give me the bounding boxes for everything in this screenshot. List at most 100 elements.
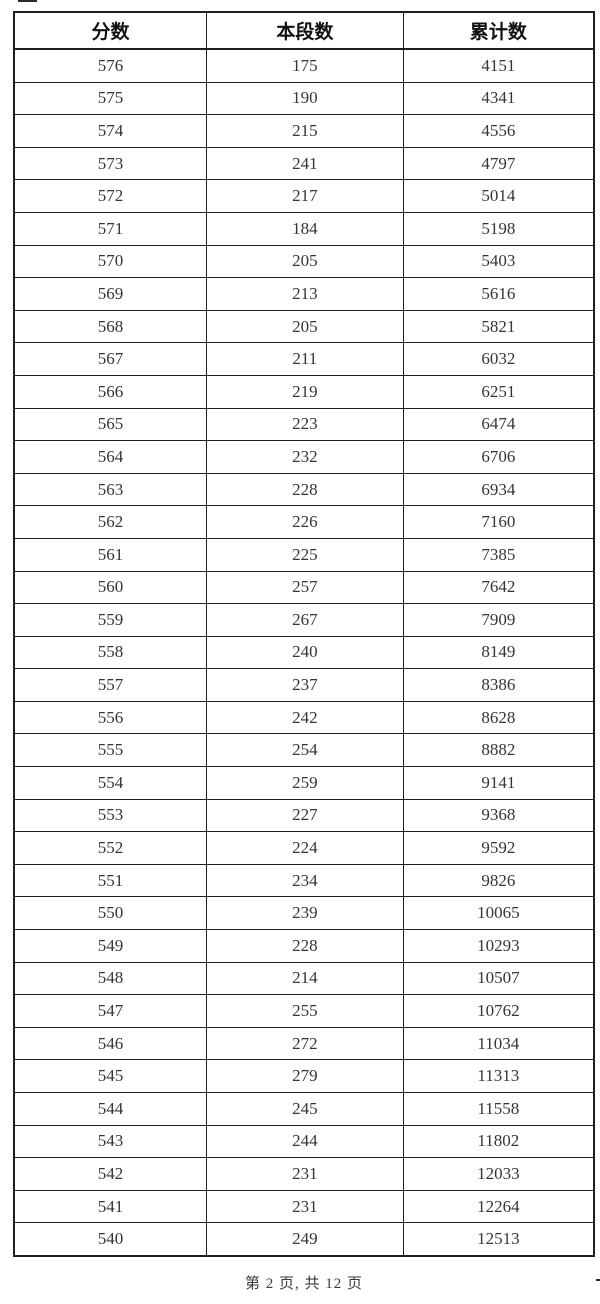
table-cell: 558 bbox=[13, 635, 208, 670]
table-cell: 555 bbox=[13, 733, 208, 768]
table-cell: 279 bbox=[206, 1059, 404, 1093]
table-cell: 564 bbox=[13, 440, 208, 474]
table-cell: 226 bbox=[206, 505, 404, 539]
table-cell: 10507 bbox=[402, 961, 595, 996]
table-cell: 4151 bbox=[402, 48, 595, 83]
table-cell: 568 bbox=[13, 309, 208, 344]
table-cell: 574 bbox=[13, 114, 208, 148]
table-cell: 549 bbox=[13, 929, 208, 963]
table-cell: 556 bbox=[13, 700, 208, 735]
table-cell: 4797 bbox=[402, 146, 595, 181]
table-cell: 231 bbox=[206, 1189, 404, 1224]
table-cell: 228 bbox=[206, 472, 404, 507]
crop-artifact-right-edge bbox=[596, 1279, 600, 1281]
table-row: 565 223 6474 bbox=[13, 407, 595, 442]
table-cell: 213 bbox=[206, 277, 404, 311]
table-row: 569 213 5616 bbox=[13, 277, 595, 311]
table-cell: 569 bbox=[13, 277, 208, 311]
table-row: 553 227 9368 bbox=[13, 798, 595, 833]
table-row: 554 259 9141 bbox=[13, 766, 595, 800]
table-cell: 239 bbox=[206, 896, 404, 931]
column-header-score: 分数 bbox=[13, 11, 208, 50]
table-cell: 214 bbox=[206, 961, 404, 996]
table-cell: 255 bbox=[206, 994, 404, 1028]
table-cell: 552 bbox=[13, 831, 208, 865]
table-cell: 234 bbox=[206, 863, 404, 898]
table-cell: 9826 bbox=[402, 863, 595, 898]
table-row: 551 234 9826 bbox=[13, 863, 595, 898]
table-cell: 559 bbox=[13, 603, 208, 637]
table-row: 576 175 4151 bbox=[13, 48, 595, 83]
table-cell: 11558 bbox=[402, 1092, 595, 1126]
table-cell: 557 bbox=[13, 668, 208, 702]
table-cell: 11802 bbox=[402, 1124, 595, 1159]
table-cell: 560 bbox=[13, 570, 208, 605]
table-row: 558 240 8149 bbox=[13, 635, 595, 670]
table-cell: 567 bbox=[13, 342, 208, 376]
table-cell: 8882 bbox=[402, 733, 595, 768]
table-cell: 219 bbox=[206, 374, 404, 409]
crop-artifact-top-left bbox=[18, 0, 37, 2]
table-cell: 9368 bbox=[402, 798, 595, 833]
table-cell: 548 bbox=[13, 961, 208, 996]
table-row: 544 245 11558 bbox=[13, 1092, 595, 1126]
table-row: 555 254 8882 bbox=[13, 733, 595, 768]
table-cell: 540 bbox=[13, 1222, 208, 1257]
table-row: 573 241 4797 bbox=[13, 146, 595, 181]
table-cell: 9141 bbox=[402, 766, 595, 800]
table-cell: 543 bbox=[13, 1124, 208, 1159]
page-number-footer: 第 2 页, 共 12 页 bbox=[244, 1276, 363, 1292]
table-cell: 242 bbox=[206, 700, 404, 735]
table-cell: 566 bbox=[13, 374, 208, 409]
table-row: 570 205 5403 bbox=[13, 244, 595, 279]
table-cell: 6934 bbox=[402, 472, 595, 507]
table-row: 546 272 11034 bbox=[13, 1026, 595, 1061]
table-row: 572 217 5014 bbox=[13, 179, 595, 213]
table-row: 540 249 12513 bbox=[13, 1222, 595, 1257]
table-cell: 232 bbox=[206, 440, 404, 474]
table-row: 571 184 5198 bbox=[13, 211, 595, 246]
table-cell: 570 bbox=[13, 244, 208, 279]
table-cell: 267 bbox=[206, 603, 404, 637]
table-cell: 7909 bbox=[402, 603, 595, 637]
table-cell: 554 bbox=[13, 766, 208, 800]
table-cell: 6474 bbox=[402, 407, 595, 442]
table-cell: 4341 bbox=[402, 81, 595, 116]
table-row: 543 244 11802 bbox=[13, 1124, 595, 1159]
table-cell: 224 bbox=[206, 831, 404, 865]
table-cell: 542 bbox=[13, 1157, 208, 1191]
table-cell: 8628 bbox=[402, 700, 595, 735]
table-row: 559 267 7909 bbox=[13, 603, 595, 637]
table-row: 561 225 7385 bbox=[13, 537, 595, 572]
table-cell: 8386 bbox=[402, 668, 595, 702]
table-row: 549 228 10293 bbox=[13, 929, 595, 963]
table-cell: 175 bbox=[206, 48, 404, 83]
table-cell: 184 bbox=[206, 211, 404, 246]
table-cell: 12033 bbox=[402, 1157, 595, 1191]
table-row: 541 231 12264 bbox=[13, 1189, 595, 1224]
table-cell: 576 bbox=[13, 48, 208, 83]
table-row: 560 257 7642 bbox=[13, 570, 595, 605]
score-distribution-table: 分数 本段数 累计数 576 175 4151 575 190 4341 574 215 455… bbox=[13, 11, 595, 1257]
table-cell: 561 bbox=[13, 537, 208, 572]
table-cell: 254 bbox=[206, 733, 404, 768]
table-cell: 12513 bbox=[402, 1222, 595, 1257]
table-row: 574 215 4556 bbox=[13, 114, 595, 148]
table-cell: 245 bbox=[206, 1092, 404, 1126]
table-cell: 562 bbox=[13, 505, 208, 539]
table-cell: 563 bbox=[13, 472, 208, 507]
table-cell: 6706 bbox=[402, 440, 595, 474]
table-cell: 215 bbox=[206, 114, 404, 148]
table-cell: 545 bbox=[13, 1059, 208, 1093]
table-row: 556 242 8628 bbox=[13, 700, 595, 735]
table-cell: 11313 bbox=[402, 1059, 595, 1093]
table-cell: 6251 bbox=[402, 374, 595, 409]
score-table-body: 576 175 4151 575 190 4341 574 215 4556 573 241 4797… bbox=[13, 48, 595, 1257]
table-row: 564 232 6706 bbox=[13, 440, 595, 474]
table-cell: 5821 bbox=[402, 309, 595, 344]
table-cell: 547 bbox=[13, 994, 208, 1028]
table-row: 566 219 6251 bbox=[13, 374, 595, 409]
table-cell: 240 bbox=[206, 635, 404, 670]
table-row: 545 279 11313 bbox=[13, 1059, 595, 1093]
